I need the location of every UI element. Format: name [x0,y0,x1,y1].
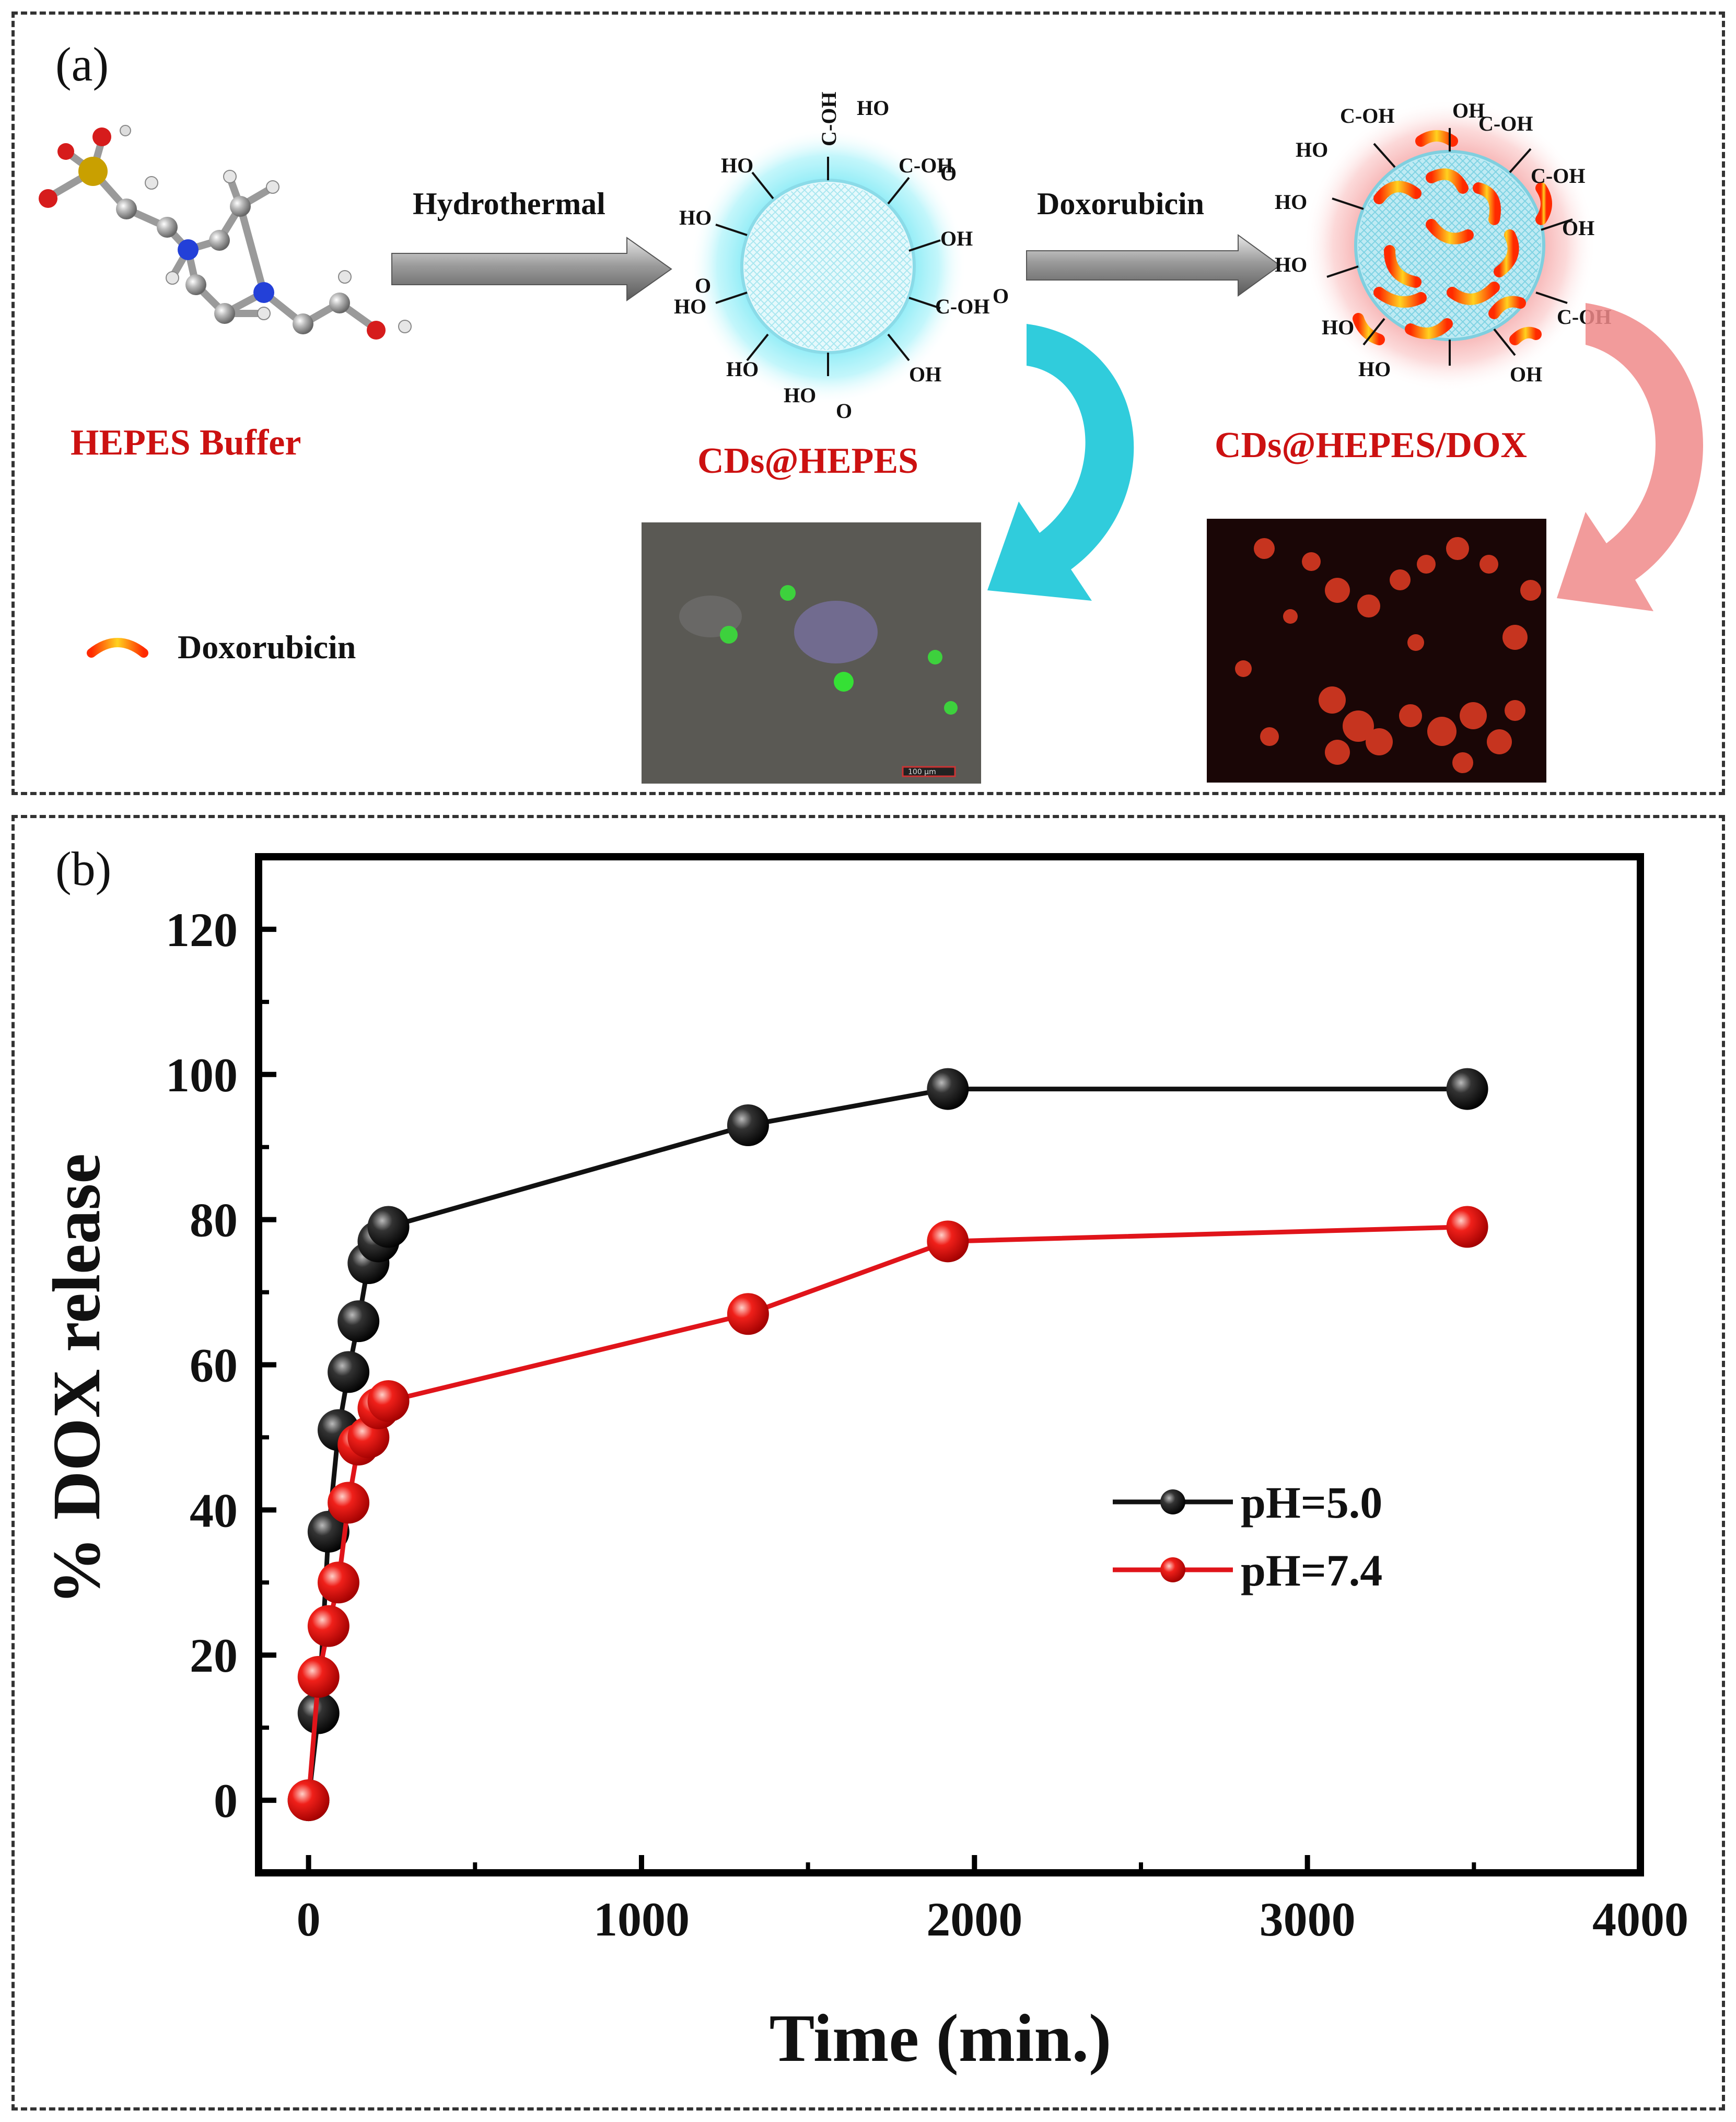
data-point [367,1206,410,1248]
svg-text:C-OH: C-OH [1478,112,1533,135]
step-doxorubicin-label: Doxorubicin [1037,186,1204,221]
svg-text:HO: HO [1275,253,1307,276]
series-ph-5 [287,1068,1488,1822]
data-point [1446,1068,1488,1110]
arrow-hydrothermal [391,237,672,301]
data-point [337,1300,380,1343]
arrow-doxorubicin [1026,234,1281,297]
step-hydrothermal-label: Hydrothermal [413,186,605,221]
data-point [727,1104,769,1147]
y-tick-label: 80 [190,1194,238,1247]
y-axis-title: % DOX release [39,1153,114,1605]
svg-text:C-OH: C-OH [935,295,989,318]
svg-text:HO: HO [1358,357,1391,381]
doxorubicin-legend-icon [87,638,148,658]
cds-hepes-label: CDs@HEPES [697,441,918,481]
panel-b-label: (b) [55,842,112,895]
x-axis-title: Time (min.) [770,2001,1112,2076]
svg-text:HO: HO [1296,138,1328,161]
series-line [306,1087,1467,1801]
data-point [1446,1206,1488,1248]
svg-text:HO: HO [726,357,759,381]
panel-a-frame [11,11,1725,795]
curved-arrow-cyan-icon [987,324,1134,601]
y-tick-label: 0 [214,1774,238,1827]
legend-label: pH=7.4 [1241,1545,1382,1595]
svg-text:HO: HO [721,154,753,177]
svg-text:OH: OH [1562,216,1594,240]
synthesis-diagram: HEPES Buffer Hydrothermal C-OH HO C-OH O… [39,92,1704,784]
data-point [307,1605,349,1647]
y-tick-label: 120 [166,903,238,957]
legend-marker [1160,1557,1185,1582]
series-layer [287,1068,1488,1822]
svg-text:HO: HO [674,295,706,318]
microscopy-image-cds-hepes: 100 µm [642,522,981,784]
svg-text:HO: HO [784,383,816,407]
svg-text:HO: HO [1275,190,1307,214]
hepes-buffer-label: HEPES Buffer [71,423,301,463]
data-point [297,1692,340,1734]
y-tick-label: 40 [190,1484,238,1537]
svg-text:C-OH: C-OH [1531,164,1585,188]
data-point [287,1779,330,1822]
data-point [727,1293,769,1335]
plot-frame [255,853,1644,1876]
svg-text:O: O [940,161,957,185]
y-tick-label: 20 [190,1629,238,1682]
x-tick-label: 1000 [593,1893,690,1946]
panel-a-label: (a) [55,38,109,91]
svg-text:C-OH: C-OH [899,154,953,177]
svg-text:OH: OH [1452,99,1485,122]
hepes-molecule-icon [39,125,412,340]
x-tick-label: 0 [297,1893,321,1946]
x-tick-label: 4000 [1592,1893,1688,1946]
data-point [927,1068,969,1110]
doxorubicin-legend-label: Doxorubicin [178,628,356,666]
svg-text:C-OH: C-OH [1340,104,1394,127]
series-ph-7-4 [287,1206,1488,1822]
svg-text:OH: OH [1510,363,1542,386]
svg-text:C-OH: C-OH [817,92,841,146]
svg-text:HO: HO [857,96,889,120]
axes-layer: 0 1000 2000 3000 4000 0 20 40 60 80 100 120 [166,903,1688,1946]
y-tick-label: 60 [190,1339,238,1392]
y-tick-label: 100 [166,1048,238,1102]
data-point [367,1380,410,1422]
legend-label: pH=5.0 [1241,1477,1382,1528]
svg-text:O: O [993,284,1009,308]
svg-text:OH: OH [909,363,941,386]
svg-text:O: O [836,399,852,423]
svg-text:OH: OH [940,227,973,250]
svg-text:O: O [695,274,711,297]
cds-hepes-particle-icon: C-OH HO C-OH O OH C-OH O OH HO O HO HO O… [674,92,1009,423]
x-tick-label: 3000 [1260,1893,1356,1946]
legend-marker [1160,1489,1185,1514]
data-point [317,1561,359,1604]
svg-text:HO: HO [1322,316,1354,339]
legend: pH=5.0 pH=7.4 [1113,1477,1382,1595]
panel-b-frame [11,815,1725,2111]
curved-arrow-pink-icon [1557,303,1704,611]
data-point [328,1351,370,1393]
data-point [328,1482,370,1524]
x-tick-label: 2000 [926,1893,1022,1946]
scale-bar: 100 µm [908,768,936,776]
microscopy-image-cds-hepes-dox [1207,519,1546,783]
data-point [927,1220,969,1263]
svg-text:HO: HO [679,206,712,229]
data-point [297,1655,340,1698]
cds-hepes-dox-label: CDs@HEPES/DOX [1215,425,1527,465]
